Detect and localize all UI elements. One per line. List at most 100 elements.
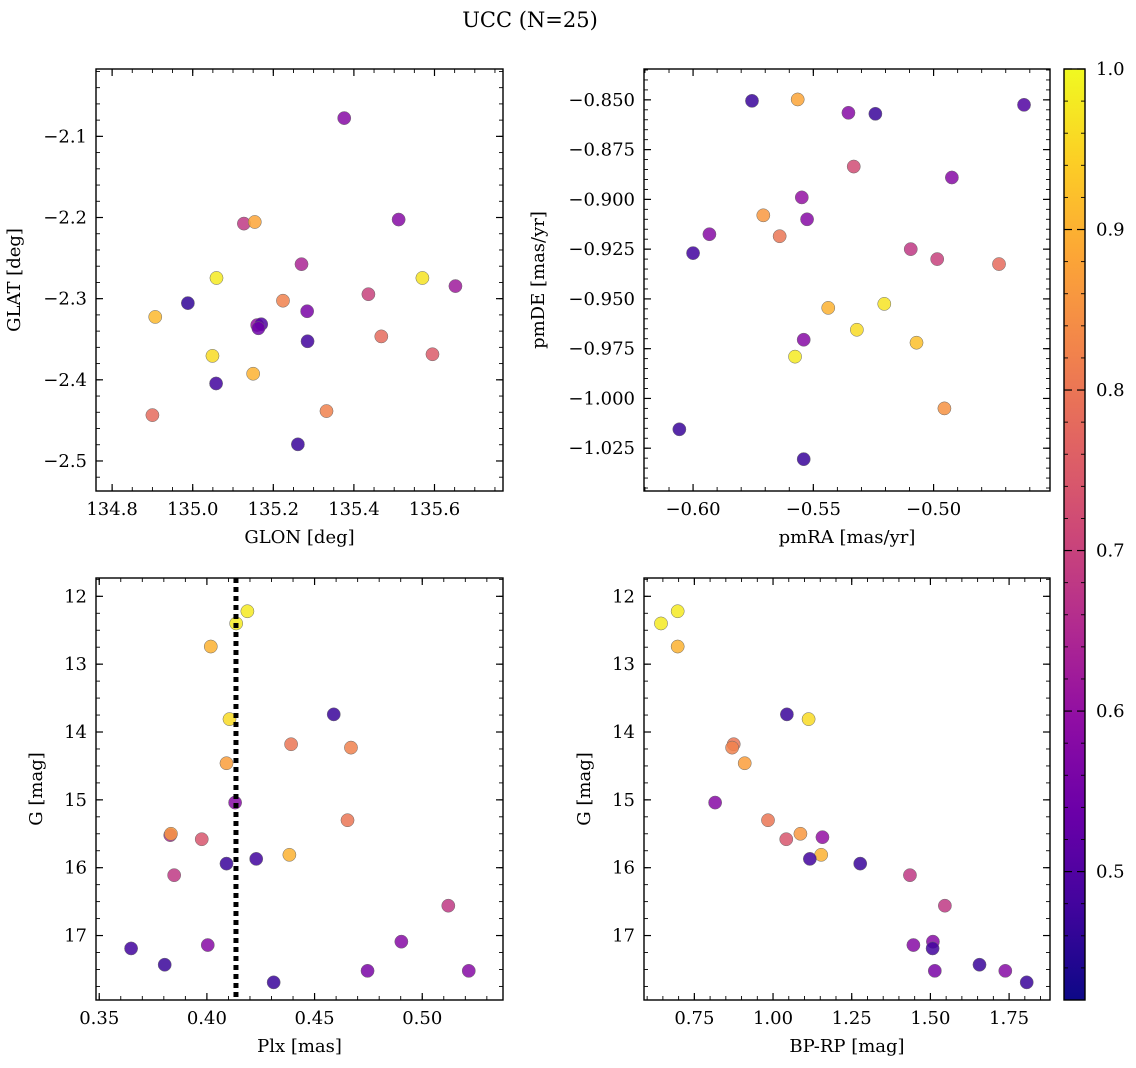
scatter-point: [815, 830, 830, 845]
x-axis-label: GLON [deg]: [244, 527, 354, 548]
scatter-point: [300, 304, 315, 319]
scatter-point: [790, 92, 805, 107]
x-tick-label: 1.25: [832, 1008, 872, 1029]
scatter-point: [374, 329, 389, 344]
scatter-point: [200, 938, 215, 952]
scatter-point: [219, 756, 234, 771]
x-axis-label: pmRA [mas/yr]: [779, 527, 916, 548]
scatter-point: [672, 422, 687, 437]
colorbar-tick-label: 0.7: [1096, 541, 1125, 562]
scatter-point: [686, 246, 700, 260]
scatter-point: [841, 105, 856, 120]
x-tick-label: 135.4: [328, 499, 380, 520]
scatter-point: [219, 856, 234, 871]
scatter-point: [925, 941, 940, 956]
scatter-point: [800, 212, 814, 227]
scatter-point: [972, 957, 987, 972]
scatter-point: [1017, 97, 1031, 112]
scatter-point: [344, 740, 358, 755]
scatter-point: [794, 190, 809, 205]
x-tick-label: 0.50: [402, 1008, 442, 1029]
y-tick-label: −2.5: [43, 451, 87, 472]
y-tick-label: −1.000: [568, 388, 635, 409]
y-tick-label: −0.875: [568, 140, 635, 161]
scatter-point: [780, 707, 794, 722]
scatter-point: [903, 242, 918, 256]
x-tick-label: 0.45: [295, 1008, 335, 1029]
data-points: [654, 604, 1034, 990]
colorbar-tick-label: 0.9: [1096, 220, 1125, 241]
y-tick-label: 14: [612, 722, 635, 743]
x-tick-label: 0.35: [79, 1008, 119, 1029]
scatter-point: [415, 271, 430, 285]
colorbar-tick-label: 0.6: [1096, 701, 1125, 722]
x-tick-label: −0.60: [665, 499, 720, 520]
scatter-point: [360, 963, 375, 978]
x-tick-label: −0.50: [906, 499, 961, 520]
scatter-point: [853, 856, 868, 871]
scatter-point: [745, 93, 759, 108]
scatter-point: [850, 322, 864, 337]
scatter-point: [909, 335, 924, 350]
scatter-point: [708, 795, 722, 810]
scatter-point: [194, 832, 209, 847]
scatter-point: [441, 898, 456, 913]
scatter-point: [148, 310, 163, 324]
y-tick-label: −2.2: [43, 208, 87, 229]
scatter-point: [167, 868, 182, 883]
scatter-point: [251, 321, 266, 336]
color-magnitude-panel: 0.75 1.00 1.25 1.50 1.75 12 13 14 15 16 17 BP-RP [m…: [574, 577, 1051, 1057]
scatter-point: [670, 604, 685, 619]
x-tick-label: 1.75: [989, 1008, 1029, 1029]
scatter-point: [906, 938, 921, 952]
scatter-point: [796, 332, 811, 347]
colorbar-tick-label: 0.8: [1096, 380, 1125, 401]
y-tick-label: 17: [64, 926, 87, 947]
colorbar-tick-label: 1.0: [1096, 59, 1125, 80]
scatter-point: [145, 408, 160, 422]
scatter-point: [291, 437, 305, 452]
axes-frame: [95, 577, 504, 1001]
x-tick-label: 135.0: [167, 499, 219, 520]
scatter-point: [284, 737, 298, 752]
scatter-point: [788, 349, 802, 364]
axes-frame: [643, 68, 1051, 492]
scatter-point: [796, 452, 811, 467]
data-points: [145, 111, 463, 452]
scatter-point: [654, 616, 668, 631]
scatter-point: [846, 159, 861, 174]
x-tick-label: 134.8: [86, 499, 138, 520]
x-tick-label: −0.55: [786, 499, 841, 520]
y-tick-label: 14: [64, 722, 87, 743]
scatter-point: [181, 296, 195, 310]
colorbar-frame: [1063, 68, 1086, 1001]
y-tick-label: 17: [612, 926, 635, 947]
y-axis-label: GLAT [deg]: [4, 228, 25, 332]
scatter-point: [803, 852, 817, 866]
scatter-point: [877, 297, 892, 311]
scatter-point: [340, 813, 355, 828]
colorbar: 0.5 0.6 0.7 0.8 0.9 1.0: [1063, 59, 1125, 1001]
y-axis-label: pmDE [mas/yr]: [528, 211, 549, 349]
scatter-point: [247, 215, 262, 229]
axes-frame: [643, 577, 1051, 1001]
scatter-point: [222, 712, 237, 726]
scatter-point: [945, 170, 959, 185]
scatter-point: [282, 847, 297, 862]
scatter-point: [461, 963, 476, 978]
scatter-point: [266, 975, 281, 990]
proper-motion-panel: −0.60 −0.55 −0.50 −0.850 −0.875 −0.900 −0.925 −…: [528, 68, 1051, 548]
y-axis-label: G [mag]: [26, 752, 47, 825]
y-tick-label: −0.950: [568, 289, 635, 310]
x-tick-label: 0.75: [674, 1008, 714, 1029]
scatter-point: [164, 826, 178, 841]
scatter-point: [448, 279, 463, 293]
scatter-point: [205, 349, 220, 363]
scatter-point: [992, 257, 1006, 271]
data-points: [672, 92, 1031, 467]
scatter-point: [337, 111, 352, 125]
scatter-point: [903, 868, 917, 883]
scatter-point: [938, 898, 952, 913]
scatter-point: [737, 756, 752, 771]
scatter-point: [725, 740, 739, 755]
